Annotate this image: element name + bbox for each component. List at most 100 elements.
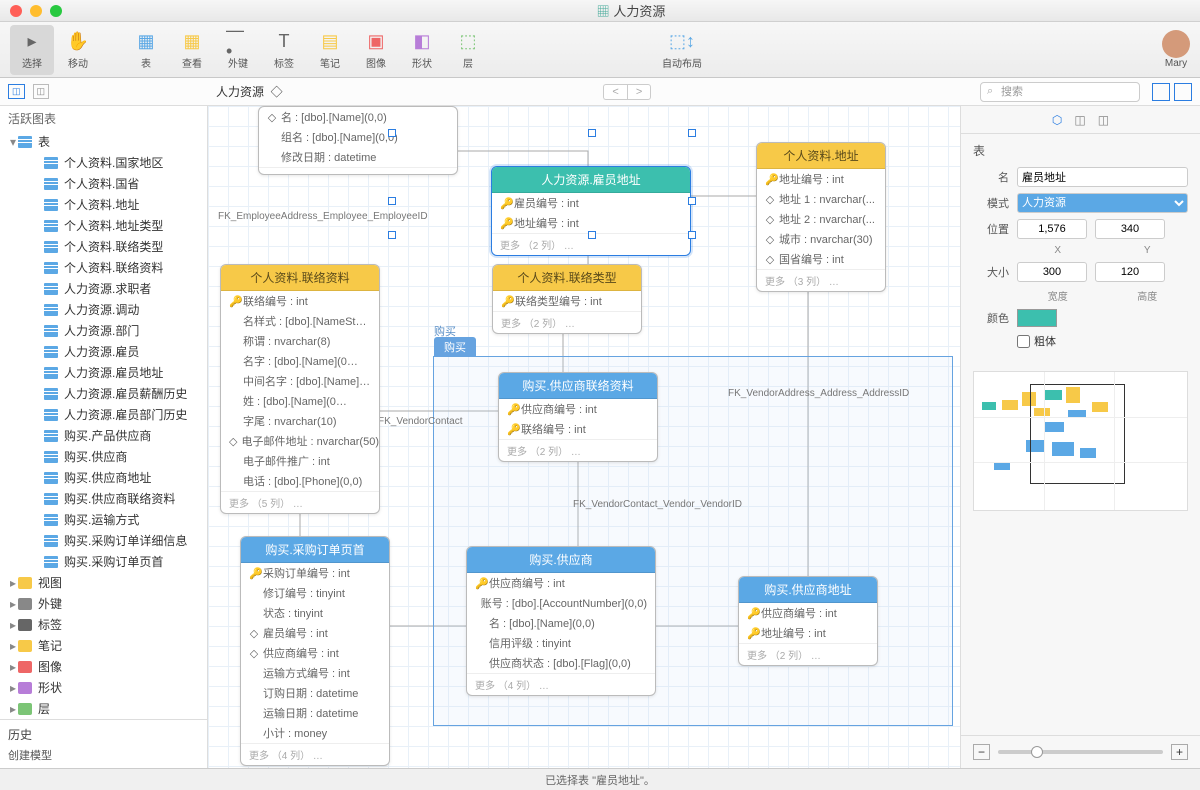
table-item[interactable]: 购买.供应商地址	[0, 467, 207, 488]
column-row[interactable]: 字尾 : nvarchar(10)	[221, 411, 379, 431]
column-row[interactable]: 🔑联络编号 : int	[221, 291, 379, 311]
search-input[interactable]: ⌕ 搜索	[980, 82, 1140, 102]
column-row[interactable]: 🔑联络编号 : int	[499, 419, 657, 439]
column-row[interactable]: 修订编号 : tinyint	[241, 583, 389, 603]
name-input[interactable]	[1017, 167, 1188, 187]
view-switcher[interactable]	[1148, 83, 1192, 101]
entity-e5[interactable]: 购买.供应商联络资料🔑供应商编号 : int🔑联络编号 : int更多 （2 列…	[498, 372, 658, 462]
column-row[interactable]: 🔑采购订单编号 : int	[241, 563, 389, 583]
entity-e0[interactable]: ◇名 : [dbo].[Name](0,0)组名 : [dbo].[Name](…	[258, 106, 458, 175]
table-item[interactable]: 个人资料.地址类型	[0, 215, 207, 236]
column-row[interactable]: 名 : [dbo].[Name](0,0)	[467, 613, 655, 633]
resize-handle[interactable]	[688, 197, 696, 205]
column-row[interactable]: ◇地址 1 : nvarchar(...	[757, 189, 885, 209]
more-row[interactable]: 更多 （3 列） …	[757, 269, 885, 291]
pos-x-input[interactable]	[1017, 219, 1087, 239]
zoom-knob[interactable]	[1031, 746, 1043, 758]
column-row[interactable]: ◇地址 2 : nvarchar(...	[757, 209, 885, 229]
column-row[interactable]: 中间名字 : [dbo].[Name]…	[221, 371, 379, 391]
column-row[interactable]: 账号 : [dbo].[AccountNumber](0,0)	[467, 593, 655, 613]
column-row[interactable]: 运输日期 : datetime	[241, 703, 389, 723]
column-row[interactable]: 姓 : [dbo].[Name](0…	[221, 391, 379, 411]
table-item[interactable]: 购买.运输方式	[0, 509, 207, 530]
toolbar-移动[interactable]: ✋移动	[56, 25, 100, 75]
column-row[interactable]: 电话 : [dbo].[Phone](0,0)	[221, 471, 379, 491]
table-item[interactable]: 购买.供应商	[0, 446, 207, 467]
column-row[interactable]: 🔑供应商编号 : int	[467, 573, 655, 593]
column-row[interactable]: 🔑地址编号 : int	[757, 169, 885, 189]
schema-select[interactable]: 人力资源	[1017, 193, 1188, 213]
toolbar-形状[interactable]: ◧形状	[400, 25, 444, 75]
color-swatch[interactable]	[1017, 309, 1057, 327]
close-icon[interactable]	[10, 5, 22, 17]
column-row[interactable]: 运输方式编号 : int	[241, 663, 389, 683]
group-image[interactable]: ▸图像	[0, 656, 207, 677]
column-row[interactable]: ◇雇员编号 : int	[241, 623, 389, 643]
entity-e8[interactable]: 购买.采购订单页首🔑采购订单编号 : int修订编号 : tinyint状态 :…	[240, 536, 390, 766]
table-item[interactable]: 个人资料.地址	[0, 194, 207, 215]
resize-handle[interactable]	[388, 197, 396, 205]
more-row[interactable]: 更多 （4 列） …	[467, 673, 655, 695]
canvas[interactable]: 购买 购买 FK_EmployeeAddress_Employee_Employ…	[208, 106, 960, 768]
table-item[interactable]: 购买.供应商联络资料	[0, 488, 207, 509]
group-view[interactable]: ▸视图	[0, 572, 207, 593]
pager[interactable]: <>	[603, 84, 651, 100]
table-item[interactable]: 个人资料.联络资料	[0, 257, 207, 278]
column-row[interactable]: ◇电子邮件地址 : nvarchar(50)	[221, 431, 379, 451]
history-item[interactable]: 设计表 "供应商"	[0, 765, 207, 768]
tree-root-tables[interactable]: ▾ 表	[0, 131, 207, 152]
auto-layout-button[interactable]: ⬚↕ 自动布局	[652, 25, 712, 75]
resize-handle[interactable]	[388, 129, 396, 137]
toolbar-图像[interactable]: ▣图像	[354, 25, 398, 75]
table-item[interactable]: 人力资源.雇员地址	[0, 362, 207, 383]
toolbar-选择[interactable]: ▸选择	[10, 25, 54, 75]
column-row[interactable]: 修改日期 : datetime	[259, 147, 457, 167]
more-row[interactable]: 更多 （4 列） …	[241, 743, 389, 765]
height-input[interactable]	[1095, 262, 1165, 282]
table-item[interactable]: 人力资源.求职者	[0, 278, 207, 299]
more-row[interactable]: 更多 （2 列） …	[499, 439, 657, 461]
table-item[interactable]: 个人资料.国家地区	[0, 152, 207, 173]
entity-e1[interactable]: 人力资源.雇员地址🔑雇员编号 : int🔑地址编号 : int更多 （2 列） …	[491, 166, 691, 256]
resize-handle[interactable]	[688, 231, 696, 239]
table-item[interactable]: 个人资料.国省	[0, 173, 207, 194]
group-note[interactable]: ▸笔记	[0, 635, 207, 656]
more-row[interactable]	[259, 167, 457, 174]
entity-e2[interactable]: 个人资料.地址🔑地址编号 : int◇地址 1 : nvarchar(...◇地…	[756, 142, 886, 292]
tab-object-icon[interactable]: ⬡	[1052, 113, 1062, 127]
more-row[interactable]: 更多 （5 列） …	[221, 491, 379, 513]
column-row[interactable]: 名字 : [dbo].[Name](0…	[221, 351, 379, 371]
width-input[interactable]	[1017, 262, 1087, 282]
group-shape[interactable]: ▸形状	[0, 677, 207, 698]
avatar[interactable]	[1162, 30, 1190, 58]
table-item[interactable]: 人力资源.调动	[0, 299, 207, 320]
column-row[interactable]: ◇国省编号 : int	[757, 249, 885, 269]
tab-2-icon[interactable]: ◫	[1074, 113, 1085, 127]
column-row[interactable]: ◇供应商编号 : int	[241, 643, 389, 663]
breadcrumb[interactable]: 人力资源 ◇	[216, 83, 283, 100]
sidebar-toggle-icon[interactable]: ◫	[8, 84, 25, 99]
table-item[interactable]: 人力资源.雇员部门历史	[0, 404, 207, 425]
resize-handle[interactable]	[588, 231, 596, 239]
tab-3-icon[interactable]: ◫	[1098, 113, 1109, 127]
toolbar-笔记[interactable]: ▤笔记	[308, 25, 352, 75]
table-item[interactable]: 购买.产品供应商	[0, 425, 207, 446]
column-row[interactable]: ◇名 : [dbo].[Name](0,0)	[259, 107, 457, 127]
resize-handle[interactable]	[388, 231, 396, 239]
group-fk[interactable]: ▸外键	[0, 593, 207, 614]
table-item[interactable]: 人力资源.雇员	[0, 341, 207, 362]
table-item[interactable]: 个人资料.联络类型	[0, 236, 207, 257]
minimize-icon[interactable]	[30, 5, 42, 17]
group-layer[interactable]: ▸层	[0, 698, 207, 719]
toolbar-层[interactable]: ⬚层	[446, 25, 490, 75]
column-row[interactable]: 🔑雇员编号 : int	[492, 193, 690, 213]
table-item[interactable]: 人力资源.部门	[0, 320, 207, 341]
sidebar-mode-icon[interactable]: ◫	[33, 84, 50, 99]
zoom-control[interactable]: − +	[961, 735, 1200, 768]
toolbar-查看[interactable]: ▦查看	[170, 25, 214, 75]
column-row[interactable]: 订购日期 : datetime	[241, 683, 389, 703]
column-row[interactable]: ◇城市 : nvarchar(30)	[757, 229, 885, 249]
column-row[interactable]: 组名 : [dbo].[Name](0,0)	[259, 127, 457, 147]
more-row[interactable]: 更多 （2 列） …	[493, 311, 641, 333]
table-item[interactable]: 人力资源.雇员薪酬历史	[0, 383, 207, 404]
